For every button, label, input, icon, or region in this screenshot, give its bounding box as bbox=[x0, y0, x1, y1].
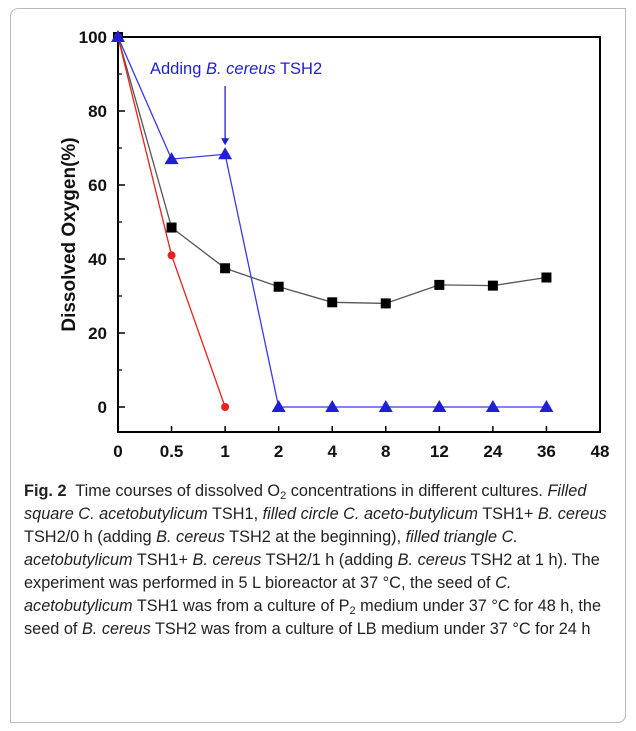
square-marker bbox=[220, 263, 231, 274]
square-marker bbox=[487, 280, 498, 291]
annotation-arrow-head bbox=[221, 138, 230, 146]
x-tick-label: 36 bbox=[537, 442, 556, 461]
triangle-marker bbox=[378, 400, 393, 412]
x-tick-label: 2 bbox=[274, 442, 283, 461]
square-marker bbox=[273, 281, 284, 292]
annotation-label: Adding B. cereus TSH2 bbox=[150, 60, 322, 78]
x-tick-label: 8 bbox=[381, 442, 390, 461]
x-tick-label: 0.5 bbox=[160, 442, 184, 461]
triangle-marker bbox=[111, 30, 125, 42]
triangle-marker bbox=[218, 147, 233, 160]
square-marker bbox=[327, 297, 338, 308]
y-tick-label: 60 bbox=[88, 176, 107, 195]
circle-marker bbox=[167, 251, 176, 260]
caption-text: Time courses of dissolved O2 concentrati… bbox=[24, 482, 607, 638]
triangle-series-line bbox=[117, 36, 547, 408]
y-axis-title: Dissolved Oxygen(%) bbox=[59, 137, 80, 331]
caption-label: Fig. 2 bbox=[24, 482, 67, 500]
y-tick-label: 40 bbox=[88, 250, 107, 269]
y-tick-label: 80 bbox=[88, 102, 107, 121]
y-tick-label: 20 bbox=[88, 324, 107, 343]
circle-marker bbox=[221, 403, 230, 411]
triangle-marker bbox=[432, 400, 447, 412]
triangle-marker bbox=[539, 400, 554, 412]
x-tick-label: 0 bbox=[113, 442, 122, 461]
square-marker bbox=[541, 272, 552, 283]
triangle-marker bbox=[271, 400, 286, 412]
figure-frame bbox=[10, 8, 626, 723]
y-tick-label: 100 bbox=[79, 28, 107, 47]
x-tick-label: 48 bbox=[591, 442, 610, 461]
chart: 00.5124812243648020406080100Time(h)Disso… bbox=[59, 28, 610, 461]
x-tick-label: 4 bbox=[327, 442, 337, 461]
plot-frame bbox=[117, 36, 601, 433]
x-tick-label: 1 bbox=[220, 442, 229, 461]
square-marker bbox=[166, 222, 177, 233]
y-tick-label: 0 bbox=[98, 398, 107, 417]
triangle-marker bbox=[164, 152, 179, 165]
x-tick-label: 24 bbox=[483, 442, 502, 461]
triangle-marker bbox=[325, 400, 340, 412]
triangle-marker bbox=[485, 400, 500, 412]
square-marker bbox=[434, 279, 445, 290]
square-marker bbox=[380, 298, 391, 309]
figure-caption: Fig. 2 Time courses of dissolved O2 conc… bbox=[24, 480, 614, 641]
x-tick-label: 12 bbox=[430, 442, 449, 461]
